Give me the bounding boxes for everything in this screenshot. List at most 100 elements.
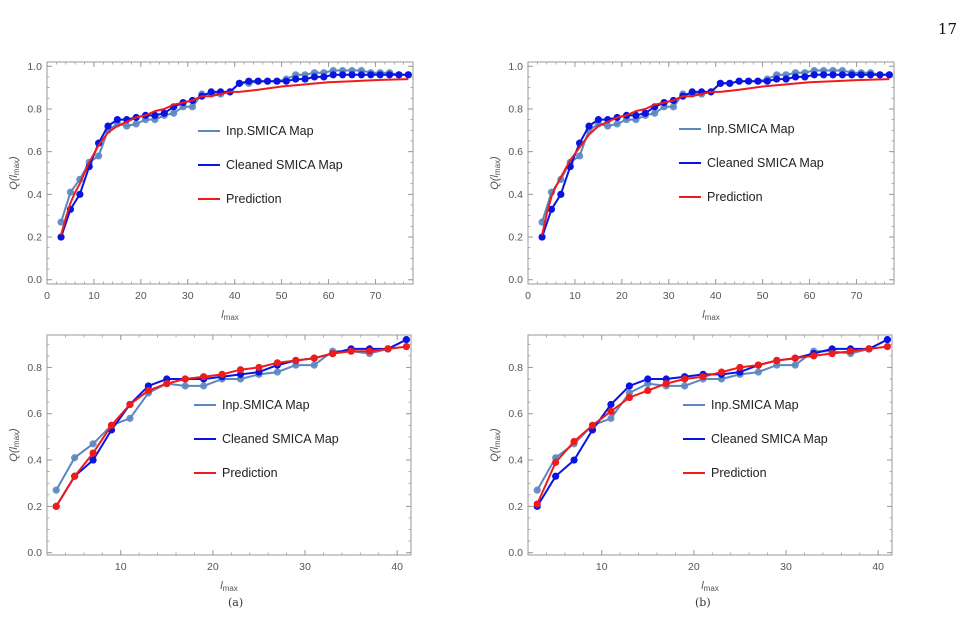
data-point xyxy=(376,71,384,79)
data-point xyxy=(57,218,65,226)
data-point xyxy=(170,109,178,117)
data-point xyxy=(588,421,597,429)
chart-panel: 0 10 20 30 40 50 60 70 0.0 0.2 0.4 0.6 0.8 1.0 lmax Q(l… xyxy=(489,61,895,322)
data-point xyxy=(71,472,79,480)
y-axis-label-close: ) xyxy=(489,156,501,162)
chart-panel: 10 20 30 40 0.0 0.2 0.4 0.6 0.8 lmax Q(lmax) Inp.SM… xyxy=(8,334,412,593)
y-axis-label-sub: max xyxy=(12,432,21,447)
data-point xyxy=(607,400,615,409)
y-axis-label-sub: max xyxy=(493,432,502,447)
data-point xyxy=(669,103,678,111)
data-point xyxy=(126,400,134,409)
series-group xyxy=(533,342,891,508)
data-point xyxy=(255,363,263,372)
x-tick-label: 60 xyxy=(804,290,816,302)
data-point xyxy=(552,472,560,480)
series-line xyxy=(55,338,407,507)
legend-entry: Inp.SMICA Map xyxy=(226,124,314,138)
data-point xyxy=(310,361,318,369)
data-point xyxy=(89,449,97,457)
data-point xyxy=(810,71,818,79)
data-point xyxy=(846,347,855,355)
x-axis-label-sub: max xyxy=(705,313,720,322)
caption-left-mark: (a) xyxy=(228,596,244,609)
x-tick-label: 30 xyxy=(663,290,675,302)
data-point xyxy=(301,75,309,83)
data-point xyxy=(144,386,152,395)
data-point xyxy=(402,342,410,351)
data-point xyxy=(791,73,800,81)
data-point xyxy=(557,190,565,198)
data-point xyxy=(607,414,615,422)
data-point xyxy=(857,71,865,79)
x-tick-label: 60 xyxy=(323,290,335,302)
data-point xyxy=(538,233,546,241)
data-point xyxy=(395,71,403,79)
y-axis-label: Q(lmax) xyxy=(489,428,502,462)
data-point xyxy=(576,152,584,160)
chart-panel: 10 20 30 40 0.0 0.2 0.4 0.6 0.8 lmax Q(lmax) Inp.SM… xyxy=(489,334,893,593)
y-axis-label: Q(lmax) xyxy=(8,156,21,190)
x-tick-label: 0 xyxy=(44,290,50,302)
y-tick-label: 0.0 xyxy=(27,274,42,286)
data-point xyxy=(782,75,790,83)
data-point xyxy=(883,336,891,344)
data-point xyxy=(736,363,744,372)
data-point xyxy=(385,71,394,79)
data-point xyxy=(292,75,300,83)
x-tick-label: 10 xyxy=(115,561,127,573)
data-point xyxy=(791,354,799,362)
data-point xyxy=(754,361,762,369)
data-point xyxy=(160,109,168,117)
data-point xyxy=(89,456,97,464)
data-point xyxy=(681,382,689,390)
data-point xyxy=(188,103,197,111)
data-point xyxy=(773,356,781,365)
data-point xyxy=(644,386,652,395)
data-point xyxy=(181,375,189,383)
data-point xyxy=(107,421,116,429)
data-point xyxy=(604,122,612,130)
data-point xyxy=(828,349,836,358)
y-tick-label: 0.4 xyxy=(508,189,523,201)
y-tick-label: 0.8 xyxy=(27,362,42,374)
data-point xyxy=(404,71,412,79)
y-tick-label: 0.8 xyxy=(508,103,523,115)
data-point xyxy=(310,73,319,81)
data-point xyxy=(644,375,652,383)
y-tick-label: 0.2 xyxy=(27,501,42,513)
y-axis-label: Q(lmax) xyxy=(8,428,21,462)
x-axis-label-sub: max xyxy=(224,313,239,322)
legend-entry: Cleaned SMICA Map xyxy=(222,432,339,446)
x-tick-label: 30 xyxy=(780,561,792,573)
legend-entry: Inp.SMICA Map xyxy=(707,122,795,136)
data-point xyxy=(52,486,60,494)
data-point xyxy=(71,454,79,462)
series-line xyxy=(541,78,890,236)
y-axis-label: Q(lmax) xyxy=(489,156,502,190)
data-point xyxy=(594,116,602,124)
data-point xyxy=(552,458,560,466)
data-point xyxy=(613,120,621,128)
data-point xyxy=(236,366,245,374)
data-point xyxy=(876,71,884,79)
data-point xyxy=(76,190,84,198)
x-tick-label: 70 xyxy=(370,290,382,302)
data-point xyxy=(865,345,873,353)
data-point xyxy=(52,502,60,510)
data-point xyxy=(641,109,649,117)
legend-entry: Cleaned SMICA Map xyxy=(711,432,828,446)
data-point xyxy=(310,354,318,362)
y-tick-label: 0.6 xyxy=(508,146,523,158)
caption-right-mark: (b) xyxy=(695,596,711,609)
data-point xyxy=(348,71,356,79)
data-point xyxy=(773,75,781,83)
data-point xyxy=(207,88,215,96)
y-tick-label: 0.8 xyxy=(27,103,42,115)
data-point xyxy=(123,122,131,130)
data-point xyxy=(632,111,640,119)
x-axis-label: lmax xyxy=(221,309,239,322)
y-tick-label: 0.0 xyxy=(508,274,523,286)
data-point xyxy=(829,71,837,79)
data-point xyxy=(688,88,696,96)
